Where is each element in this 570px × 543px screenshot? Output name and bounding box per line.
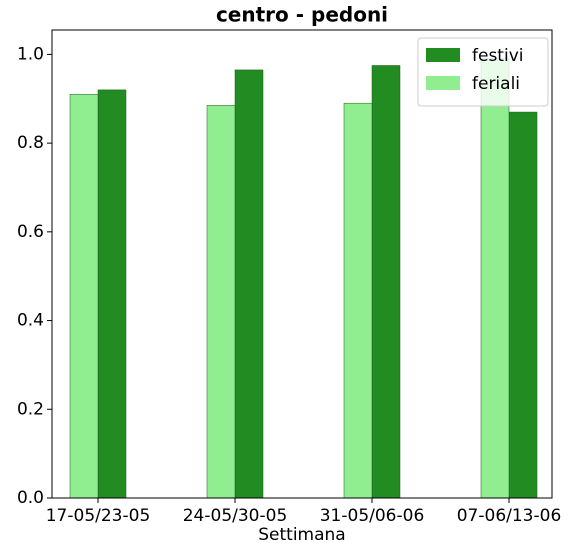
bar xyxy=(206,105,236,499)
x-tick-label: 07-06/13-06 xyxy=(457,506,562,526)
y-tick-label: 0.8 xyxy=(17,133,44,153)
bar xyxy=(508,111,538,499)
y-tick-label: 1.0 xyxy=(17,44,44,64)
bar xyxy=(371,65,401,499)
bar xyxy=(480,58,510,499)
x-tick-label: 17-05/23-05 xyxy=(46,506,151,526)
x-tick-label: 31-05/06-06 xyxy=(320,506,425,526)
chart-title: centro - pedoni xyxy=(216,3,388,27)
x-axis-label: Settimana xyxy=(258,525,345,543)
legend-label: feriali xyxy=(472,74,520,94)
legend-label: festivi xyxy=(472,46,523,66)
legend-swatch xyxy=(426,76,460,90)
y-tick-label: 0.0 xyxy=(17,488,44,508)
bar xyxy=(343,102,373,499)
legend-swatch xyxy=(426,48,460,62)
bar xyxy=(234,69,264,499)
y-tick-label: 0.4 xyxy=(17,311,44,331)
y-tick-label: 0.6 xyxy=(17,222,44,242)
x-tick-label: 24-05/30-05 xyxy=(183,506,288,526)
plot-frame xyxy=(51,29,553,499)
bar xyxy=(69,94,99,499)
y-tick-label: 0.2 xyxy=(17,399,44,419)
bar xyxy=(97,89,127,499)
